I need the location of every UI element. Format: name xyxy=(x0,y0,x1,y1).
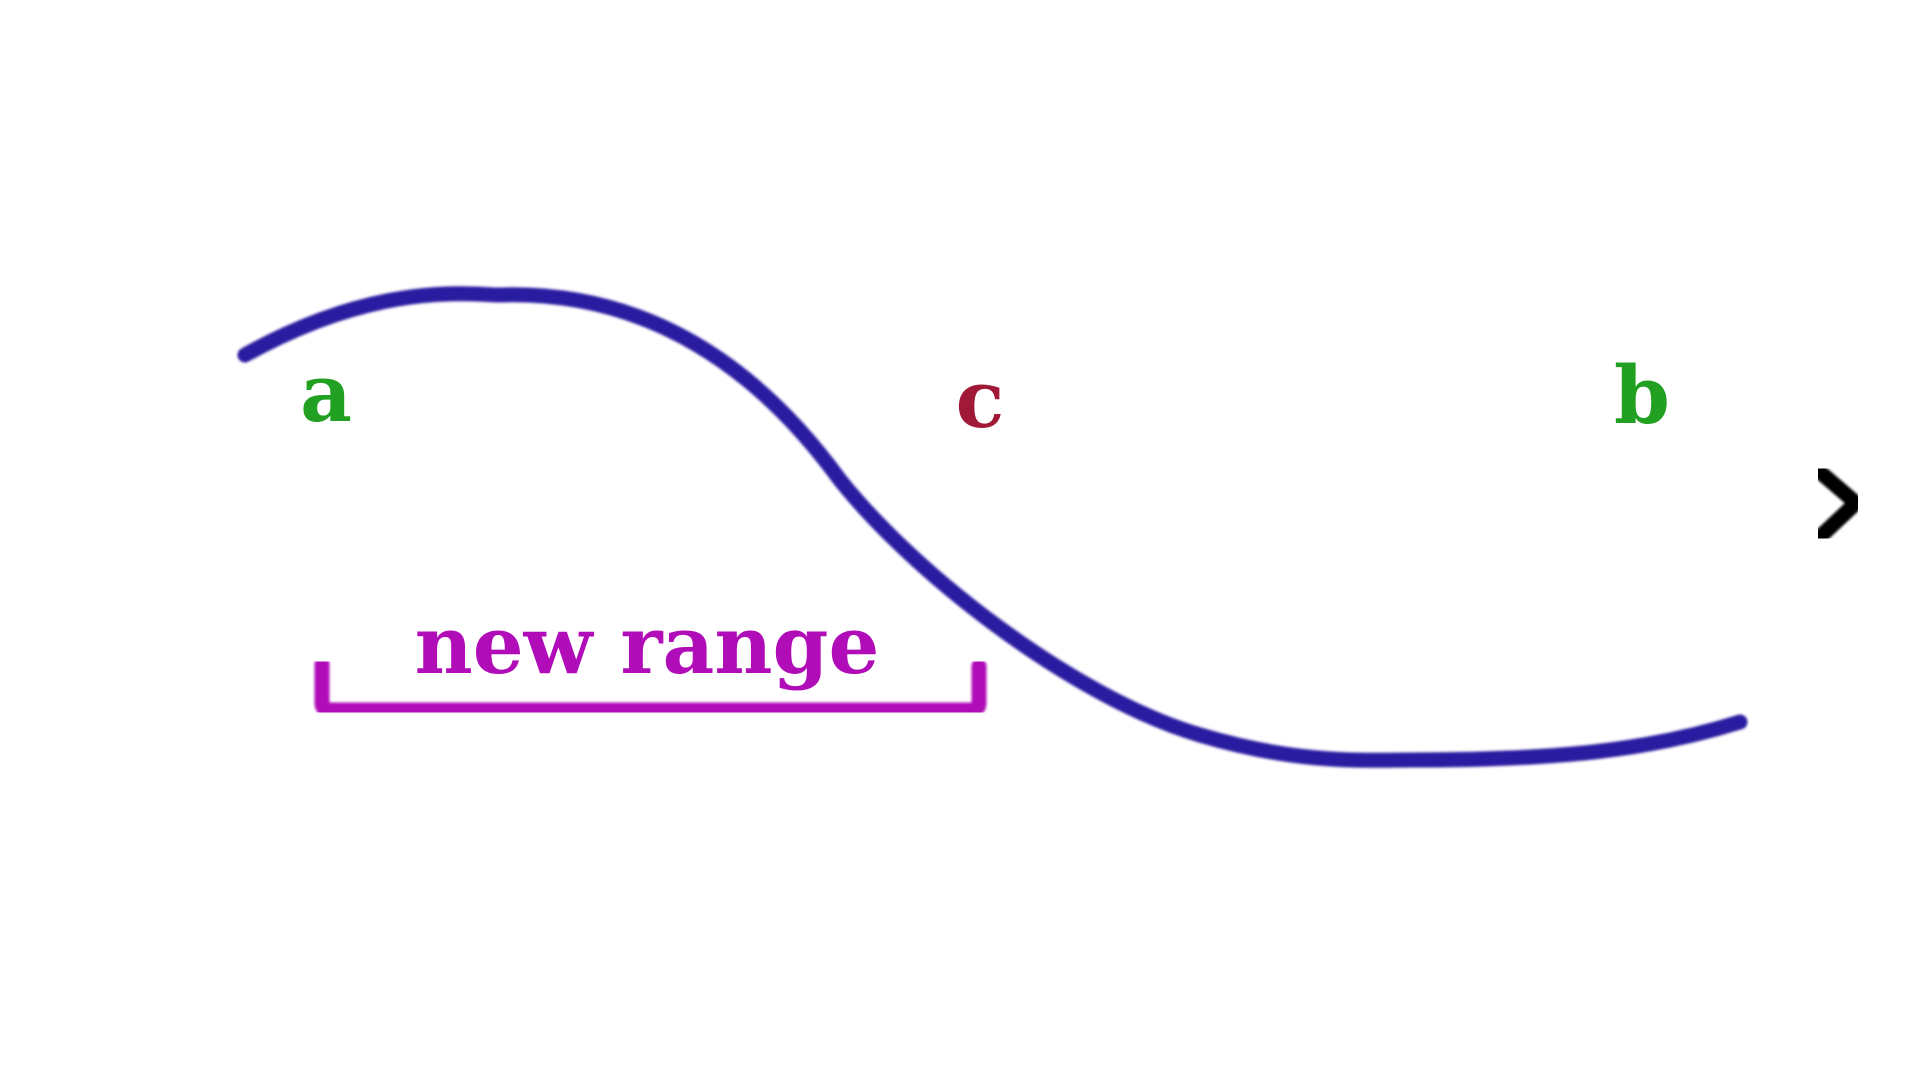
label-c: c xyxy=(956,352,1005,446)
label-a: a xyxy=(300,346,352,440)
range-bracket xyxy=(314,656,987,718)
range-label: new range xyxy=(415,598,880,692)
label-b: b xyxy=(1614,348,1670,442)
arrow-head-icon xyxy=(1812,464,1864,543)
function-curve xyxy=(237,286,1748,768)
